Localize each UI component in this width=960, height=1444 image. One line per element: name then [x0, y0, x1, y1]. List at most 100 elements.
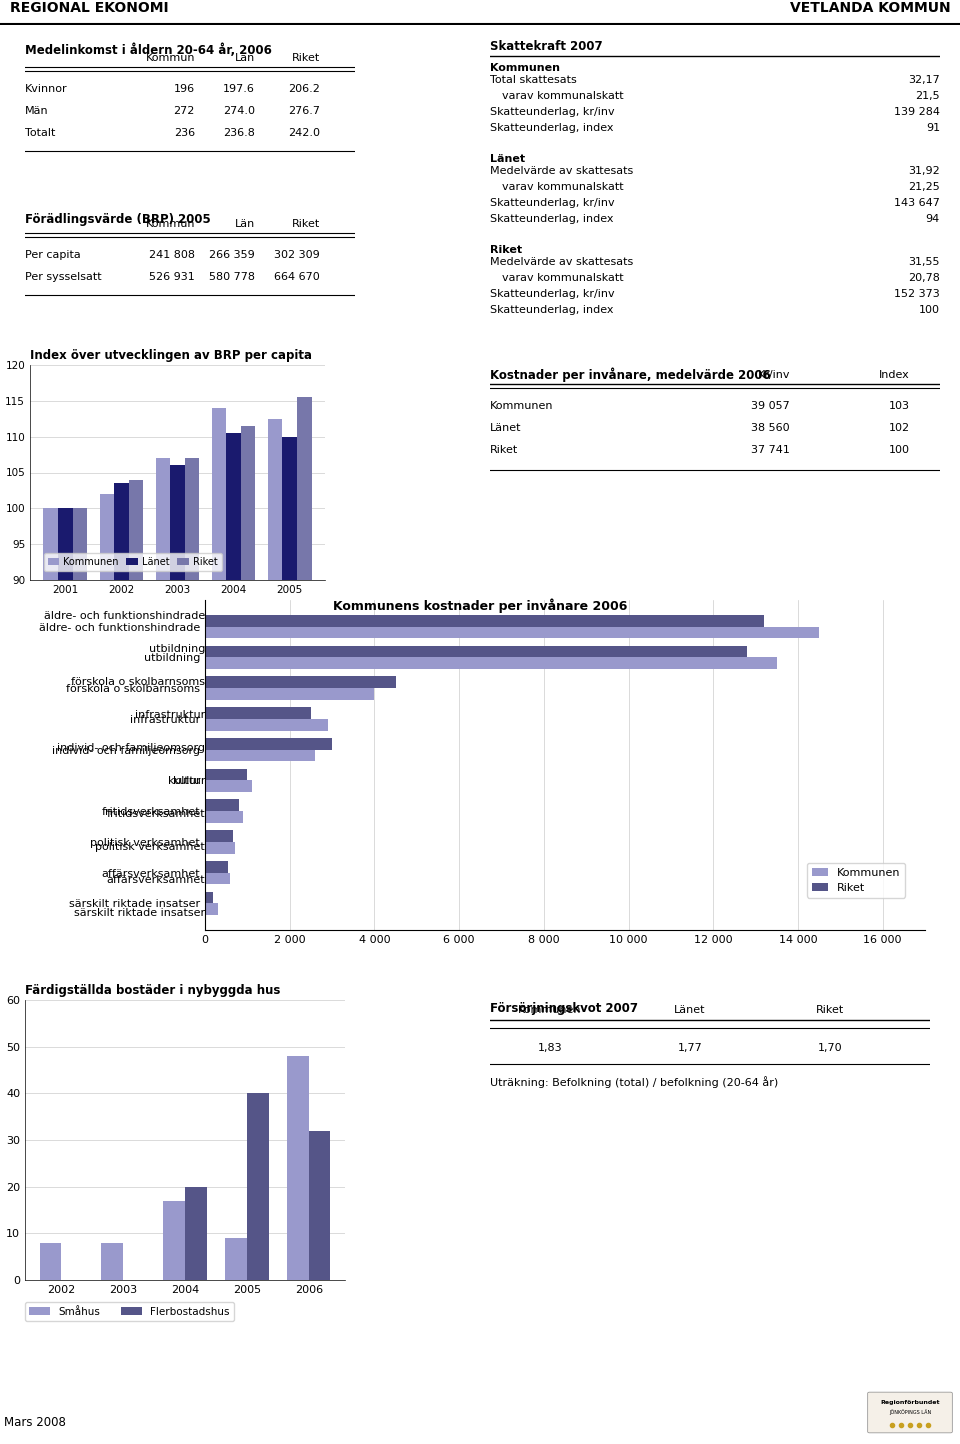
Bar	[163, 1200, 185, 1279]
Text: 31,92: 31,92	[908, 166, 940, 176]
Bar	[282, 436, 297, 1225]
Text: 206.2: 206.2	[288, 84, 320, 94]
Text: Försörjningskvot 2007: Försörjningskvot 2007	[490, 1002, 638, 1015]
Text: Skattekraft 2007: Skattekraft 2007	[490, 40, 603, 53]
Bar	[268, 419, 282, 1225]
Text: särskilt riktade insatser: särskilt riktade insatser	[74, 908, 205, 918]
Text: Riket: Riket	[490, 245, 522, 256]
Text: Skatteunderlag, kr/inv: Skatteunderlag, kr/inv	[490, 289, 614, 299]
Text: Kostnader per invånare, medelvärde 2006: Kostnader per invånare, medelvärde 2006	[490, 367, 771, 381]
Text: Regionförbundet: Regionförbundet	[880, 1401, 940, 1405]
Bar	[205, 689, 374, 700]
Bar	[129, 479, 143, 1225]
Text: 1,77: 1,77	[678, 1043, 703, 1053]
Text: Riket: Riket	[816, 1005, 844, 1015]
Text: varav kommunalskatt: varav kommunalskatt	[502, 182, 624, 192]
Text: REGIONAL EKONOMI: REGIONAL EKONOMI	[10, 0, 168, 14]
Text: Kommunen: Kommunen	[490, 64, 560, 74]
Text: Kvinnor: Kvinnor	[25, 84, 67, 94]
Text: Län: Län	[235, 219, 255, 230]
Bar	[156, 458, 170, 1225]
Text: Skatteunderlag, kr/inv: Skatteunderlag, kr/inv	[490, 107, 614, 117]
Text: 20,78: 20,78	[908, 273, 940, 283]
Bar	[170, 465, 184, 1225]
Text: Kommunen: Kommunen	[490, 401, 554, 412]
Text: individ- och familjeomsorg: individ- och familjeomsorg	[57, 744, 205, 754]
Text: VETLANDA KOMMUN: VETLANDA KOMMUN	[790, 0, 950, 14]
Bar	[205, 861, 228, 872]
Text: 1,70: 1,70	[818, 1043, 842, 1053]
Text: infrastruktur: infrastruktur	[134, 710, 205, 721]
Text: 526 931: 526 931	[149, 271, 195, 282]
Bar	[205, 645, 747, 657]
Text: affärsverksamhet: affärsverksamhet	[107, 875, 205, 885]
Bar	[241, 426, 255, 1225]
Bar	[205, 891, 213, 904]
Legend: Kommunen, Riket: Kommunen, Riket	[807, 864, 905, 898]
Text: Total skattesats: Total skattesats	[490, 75, 577, 85]
Text: Index: Index	[879, 370, 910, 380]
Text: varav kommunalskatt: varav kommunalskatt	[502, 91, 624, 101]
Text: Länet: Länet	[674, 1005, 706, 1015]
Text: 39 057: 39 057	[752, 401, 790, 412]
Text: Riket: Riket	[292, 53, 320, 64]
Text: 197.6: 197.6	[223, 84, 255, 94]
Text: Kommun: Kommun	[146, 219, 195, 230]
Text: 91: 91	[925, 123, 940, 133]
Text: 103: 103	[889, 401, 910, 412]
Text: 31,55: 31,55	[908, 257, 940, 267]
Text: Kr/inv: Kr/inv	[757, 370, 790, 380]
Text: Män: Män	[25, 105, 49, 116]
Text: Skatteunderlag, index: Skatteunderlag, index	[490, 123, 613, 133]
Text: Kommunen: Kommunen	[518, 1005, 582, 1015]
Text: 664 670: 664 670	[275, 271, 320, 282]
Text: Uträkning: Befolkning (total) / befolkning (20-64 år): Uträkning: Befolkning (total) / befolkni…	[490, 1076, 779, 1087]
Bar	[205, 780, 252, 793]
Bar	[205, 708, 311, 719]
Bar	[205, 768, 248, 780]
Bar	[205, 842, 234, 853]
Text: Totalt: Totalt	[25, 129, 56, 139]
Text: Skatteunderlag, kr/inv: Skatteunderlag, kr/inv	[490, 198, 614, 208]
Text: 302 309: 302 309	[275, 250, 320, 260]
Text: 37 741: 37 741	[751, 445, 790, 455]
Bar	[205, 719, 327, 731]
FancyBboxPatch shape	[868, 1392, 952, 1432]
Bar	[205, 676, 396, 689]
Bar	[205, 872, 230, 884]
Bar	[205, 830, 232, 842]
Text: 152 373: 152 373	[895, 289, 940, 299]
Text: Länet: Länet	[490, 155, 525, 165]
Bar	[205, 657, 777, 669]
Text: 94: 94	[925, 214, 940, 224]
Text: Mars 2008: Mars 2008	[4, 1417, 66, 1430]
Text: Medelvärde av skattesats: Medelvärde av skattesats	[490, 257, 634, 267]
Text: 139 284: 139 284	[894, 107, 940, 117]
Bar	[100, 494, 114, 1225]
Bar	[185, 1187, 206, 1279]
Text: politisk verksamhet: politisk verksamhet	[95, 842, 205, 852]
Text: kultur: kultur	[173, 777, 205, 787]
Text: 276.7: 276.7	[288, 105, 320, 116]
Text: 266 359: 266 359	[209, 250, 255, 260]
Bar	[39, 1243, 61, 1279]
Text: 272: 272	[174, 105, 195, 116]
Text: 241 808: 241 808	[149, 250, 195, 260]
Text: Per sysselsatt: Per sysselsatt	[25, 271, 102, 282]
Text: 196: 196	[174, 84, 195, 94]
Bar	[43, 508, 58, 1225]
Text: Skatteunderlag, index: Skatteunderlag, index	[490, 214, 613, 224]
Text: 21,25: 21,25	[908, 182, 940, 192]
Legend: Småhus, Flerbostadshus: Småhus, Flerbostadshus	[25, 1302, 234, 1321]
Text: JÖNKÖPINGS LÄN: JÖNKÖPINGS LÄN	[889, 1409, 931, 1415]
Legend: Kommunen, Länet, Riket: Kommunen, Länet, Riket	[44, 553, 222, 570]
Bar	[102, 1243, 123, 1279]
Text: Kommunens kostnader per invånare 2006: Kommunens kostnader per invånare 2006	[333, 599, 627, 614]
Bar	[205, 738, 332, 749]
Bar	[309, 1131, 330, 1279]
Text: 242.0: 242.0	[288, 129, 320, 139]
Text: 143 647: 143 647	[894, 198, 940, 208]
Y-axis label: 2000 = 100: 2000 = 100	[0, 443, 3, 501]
Text: 32,17: 32,17	[908, 75, 940, 85]
Bar	[205, 627, 819, 638]
